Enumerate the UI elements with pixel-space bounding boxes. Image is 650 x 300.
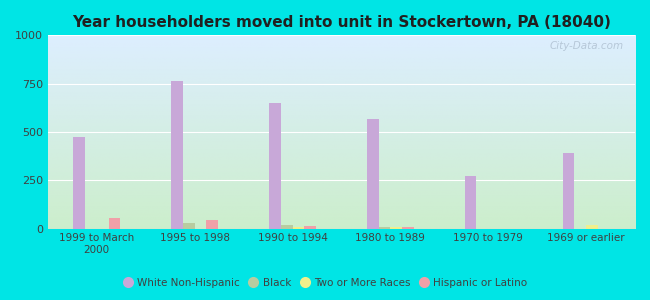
Bar — [402, 226, 414, 229]
Title: Year householders moved into unit in Stockertown, PA (18040): Year householders moved into unit in Sto… — [72, 15, 611, 30]
Bar — [367, 119, 378, 229]
Bar — [281, 225, 292, 229]
Bar — [304, 226, 316, 229]
Bar — [109, 218, 120, 229]
Bar — [391, 227, 402, 229]
Bar — [183, 223, 194, 229]
Bar — [73, 137, 85, 229]
Bar — [465, 176, 476, 229]
Bar — [563, 153, 575, 229]
Bar — [207, 220, 218, 229]
Text: City-Data.com: City-Data.com — [549, 41, 623, 51]
Bar — [269, 103, 281, 229]
Bar — [586, 225, 598, 229]
Bar — [171, 81, 183, 229]
Bar — [292, 226, 304, 229]
Bar — [378, 227, 391, 229]
Legend: White Non-Hispanic, Black, Two or More Races, Hispanic or Latino: White Non-Hispanic, Black, Two or More R… — [118, 273, 532, 292]
